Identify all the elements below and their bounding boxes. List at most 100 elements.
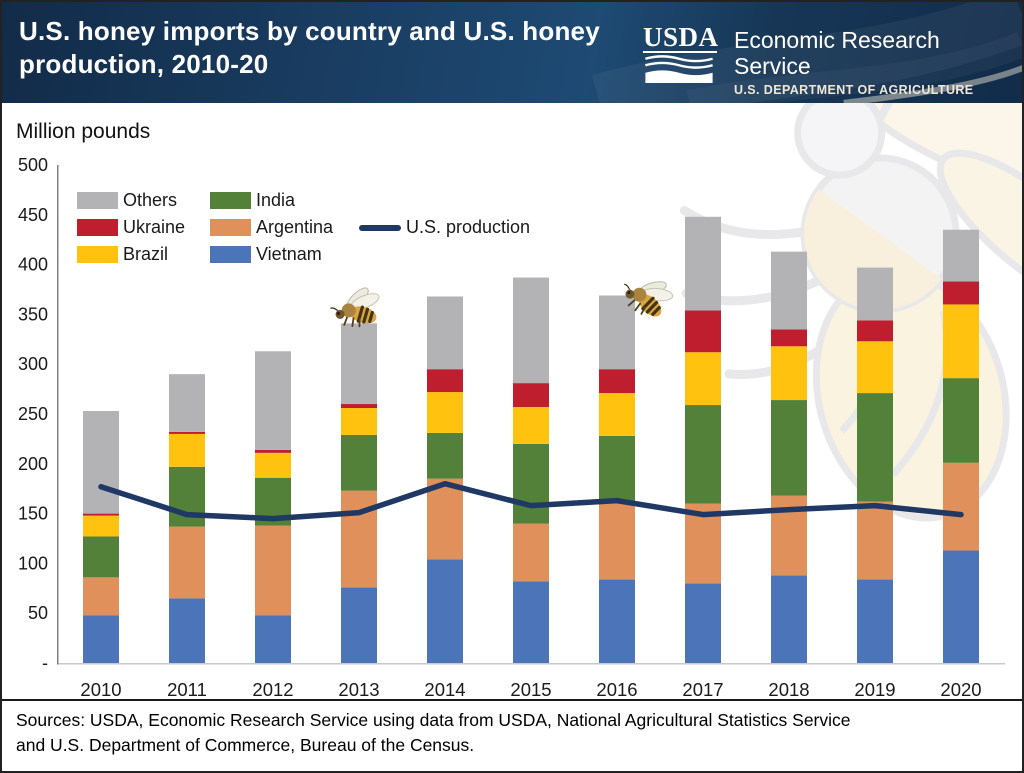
bar-2020-india [943,378,979,463]
bar-2014-vietnam [427,559,463,663]
bar-2014-others [427,296,463,370]
x-axis-label-2017: 2017 [682,679,723,699]
legend-swatch-vietnam [210,246,251,263]
x-axis-label-2018: 2018 [768,679,809,699]
bar-2011-others [169,374,205,432]
y-axis-tick: 100 [18,553,48,573]
legend-swatch-ukraine [77,219,118,236]
bar-2018-brazil [771,346,807,401]
x-axis-label-2012: 2012 [252,679,293,699]
y-axis-tick: 450 [18,205,48,225]
bar-2019-others [857,267,893,321]
bar-2020-argentina [943,462,979,551]
bar-2011-ukraine [169,431,205,434]
legend: Others Ukraine Brazil India Ar [77,187,530,268]
y-axis-tick: 300 [18,354,48,374]
bar-2011-argentina [169,526,205,599]
bar-2010-brazil [83,515,119,537]
x-axis-label-2010: 2010 [80,679,121,699]
bar-2017-others [685,216,721,311]
legend-label-ukraine: Ukraine [123,217,186,237]
usda-logo: USDA [643,22,719,83]
legend-swatch-india [210,192,251,209]
x-axis-label-2014: 2014 [424,679,465,699]
agency-block: Economic Research Service U.S. DEPARTMEN… [734,24,1022,97]
y-axis-tick: 350 [18,304,48,324]
legend-item-vietnam: Vietnam [210,241,359,268]
bar-2015-brazil [513,407,549,444]
sources-line2: and U.S. Department of Commerce, Bureau … [16,735,475,755]
legend-swatch-others [77,192,118,209]
x-axis-label-2015: 2015 [510,679,551,699]
bar-2011-brazil [169,433,205,467]
bar-2012-argentina [255,525,291,616]
bar-2013-vietnam [341,587,377,663]
bar-2015-ukraine [513,383,549,408]
bee-icon [330,287,380,328]
bar-2015-argentina [513,523,549,582]
legend-column-3: U.S. production [359,187,530,268]
legend-label-india: India [256,190,296,210]
bar-2020-others [943,229,979,282]
bar-2020-brazil [943,304,979,379]
bar-2010-india [83,536,119,578]
bar-2017-vietnam [685,583,721,663]
bar-2012-others [255,351,291,450]
bar-2016-brazil [599,393,635,436]
bar-2014-ukraine [427,369,463,393]
bar-2019-vietnam [857,579,893,663]
bar-2014-brazil [427,392,463,433]
legend-item-brazil: Brazil [77,241,210,268]
bar-2015-others [513,277,549,384]
legend-column-1: Others Ukraine Brazil [77,187,210,268]
legend-item-others: Others [77,187,210,214]
y-axis-tick: 250 [18,404,48,424]
legend-column-2: India Argentina Vietnam [210,187,359,268]
bar-2013-argentina [341,490,377,588]
agency-subtitle: U.S. DEPARTMENT OF AGRICULTURE [734,83,974,97]
legend-item-argentina: Argentina [210,214,359,241]
bar-2016-argentina [599,501,635,580]
bar-2016-india [599,435,635,502]
us-production-line [98,480,964,522]
usda-brand-block: USDA Economic Research Service U.S. DEPA… [643,24,1022,97]
bar-2012-vietnam [255,615,291,663]
bar-2019-brazil [857,341,893,394]
bar-2020-vietnam [943,550,979,663]
y-axis-tick: 200 [18,454,48,474]
bar-2017-ukraine [685,310,721,353]
bar-2014-india [427,432,463,479]
usda-logo-text: USDA [643,22,719,53]
bar-2019-argentina [857,501,893,580]
y-axis-tick: 400 [18,255,48,275]
bar-2012-brazil [255,452,291,478]
header-banner: U.S. honey imports by country and U.S. h… [2,2,1022,103]
legend-label-argentina: Argentina [256,217,334,237]
y-axis-title: Million pounds [16,120,151,143]
legend-item-ukraine: Ukraine [77,214,210,241]
bar-2011-vietnam [169,598,205,663]
bar-2014-argentina [427,478,463,560]
bar-2010-others [83,411,119,514]
bar-2010-ukraine [83,513,119,516]
legend-swatch-argentina [210,219,251,236]
legend-label-others: Others [123,190,178,210]
legend-item-india: India [210,187,359,214]
x-axis-label-2011: 2011 [167,679,207,699]
bar-2018-ukraine [771,329,807,347]
bar-2012-ukraine [255,449,291,453]
usda-waves-icon [645,55,713,83]
y-axis-tick: 500 [18,155,48,175]
bar-2016-others [599,295,635,370]
bar-2017-brazil [685,352,721,406]
legend-label-brazil: Brazil [123,244,169,264]
y-axis-tick: - [42,653,48,673]
bar-2019-india [857,393,893,502]
page-title-line1: U.S. honey imports by country and U.S. h… [19,16,600,46]
bar-2013-others [341,323,377,405]
header-swoosh-decoration [591,2,1022,103]
legend-swatch-us-production-line [359,224,401,231]
bar-2016-ukraine [599,369,635,394]
bar-2016-vietnam [599,579,635,663]
